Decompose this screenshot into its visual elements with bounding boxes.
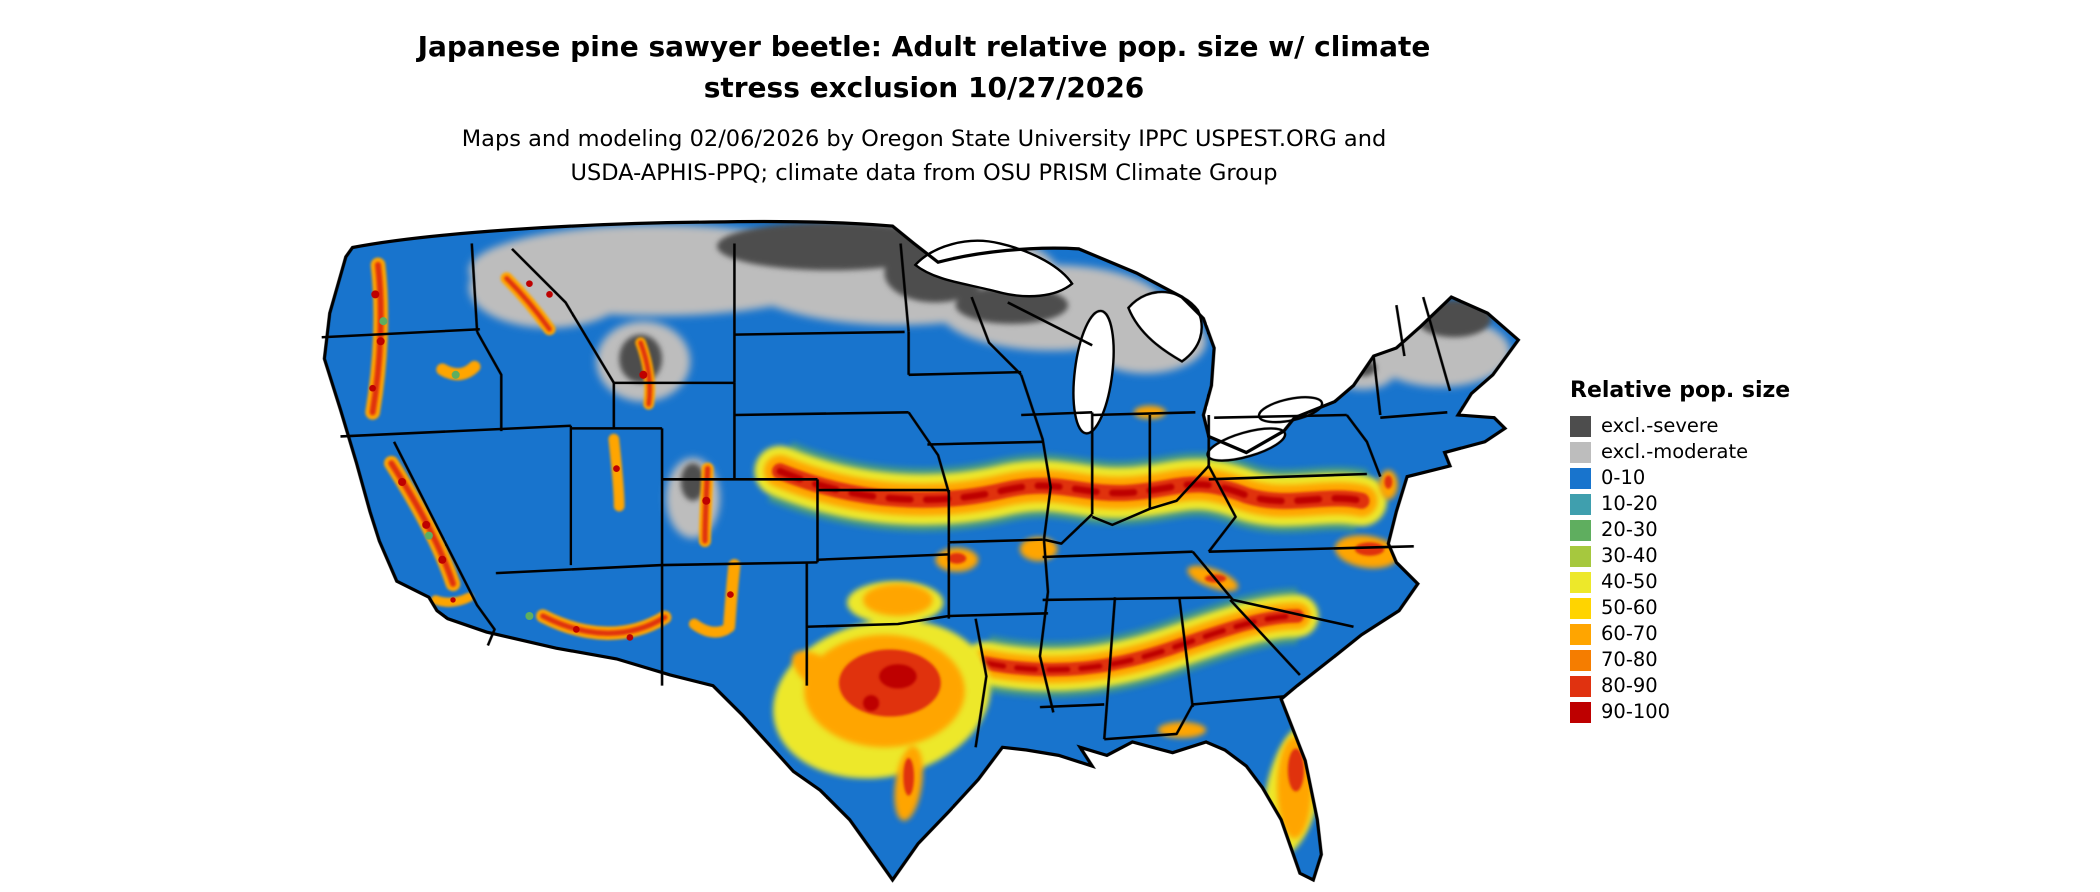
- map-subtitle: Maps and modeling 02/06/2026 by Oregon S…: [0, 122, 1848, 190]
- legend-swatch: [1570, 493, 1591, 515]
- map-subtitle-line1: Maps and modeling 02/06/2026 by Oregon S…: [461, 126, 1387, 152]
- us-population-map: [308, 214, 1528, 884]
- legend-label: 30-40: [1601, 544, 1658, 567]
- lake-huron: [1126, 290, 1203, 363]
- western-green-specks: [379, 317, 534, 621]
- legend-swatch: [1570, 571, 1591, 593]
- legend-swatch: [1570, 675, 1591, 697]
- legend-swatch: [1570, 701, 1591, 723]
- legend-item: 40-50: [1570, 571, 1790, 593]
- map-subtitle-line2: USDA-APHIS-PPQ; climate data from OSU PR…: [570, 160, 1278, 186]
- legend-label: 70-80: [1601, 648, 1658, 671]
- legend-title: Relative pop. size: [1570, 378, 1791, 403]
- legend-label: 40-50: [1601, 570, 1658, 593]
- legend: Relative pop. size excl.-severe excl.-mod…: [1570, 378, 1790, 727]
- lake-superior: [913, 239, 1074, 298]
- legend-swatch: [1570, 623, 1591, 645]
- legend-label: 50-60: [1601, 596, 1658, 619]
- legend-item: 30-40: [1570, 545, 1790, 567]
- map-title-line1: Japanese pine sawyer beetle: Adult relat…: [417, 30, 1431, 63]
- legend-label: 10-20: [1601, 492, 1658, 515]
- legend-label: 0-10: [1601, 466, 1646, 489]
- legend-swatch: [1570, 441, 1591, 463]
- map-title: Japanese pine sawyer beetle: Adult relat…: [0, 26, 1848, 108]
- legend-swatch: [1570, 467, 1591, 489]
- legend-label: 90-100: [1601, 700, 1671, 723]
- legend-label: 80-90: [1601, 674, 1658, 697]
- legend-label: excl.-moderate: [1601, 440, 1749, 463]
- legend-item: 60-70: [1570, 623, 1790, 645]
- legend-item: 10-20: [1570, 493, 1790, 515]
- state-borders: [321, 243, 1452, 748]
- legend-item: 90-100: [1570, 701, 1790, 723]
- legend-item: 80-90: [1570, 675, 1790, 697]
- legend-label: excl.-severe: [1601, 414, 1719, 437]
- legend-swatch: [1570, 545, 1591, 567]
- western-darkred-specks: [369, 280, 734, 643]
- legend-item: 0-10: [1570, 467, 1790, 489]
- legend-swatch: [1570, 649, 1591, 671]
- legend-swatch: [1570, 597, 1591, 619]
- legend-swatch: [1570, 519, 1591, 541]
- legend-label: 20-30: [1601, 518, 1658, 541]
- legend-item: 70-80: [1570, 649, 1790, 671]
- texas-darkred-specks: [863, 664, 917, 712]
- legend-item: excl.-moderate: [1570, 441, 1790, 463]
- us-map-svg: [321, 219, 1520, 882]
- legend-item: 20-30: [1570, 519, 1790, 541]
- legend-item: excl.-severe: [1570, 415, 1790, 437]
- legend-items: excl.-severe excl.-moderate 0-10 10-20 20-30…: [1570, 415, 1790, 723]
- legend-item: 50-60: [1570, 597, 1790, 619]
- legend-label: 60-70: [1601, 622, 1658, 645]
- map-title-line2: stress exclusion 10/27/2026: [703, 71, 1145, 104]
- legend-swatch: [1570, 415, 1591, 437]
